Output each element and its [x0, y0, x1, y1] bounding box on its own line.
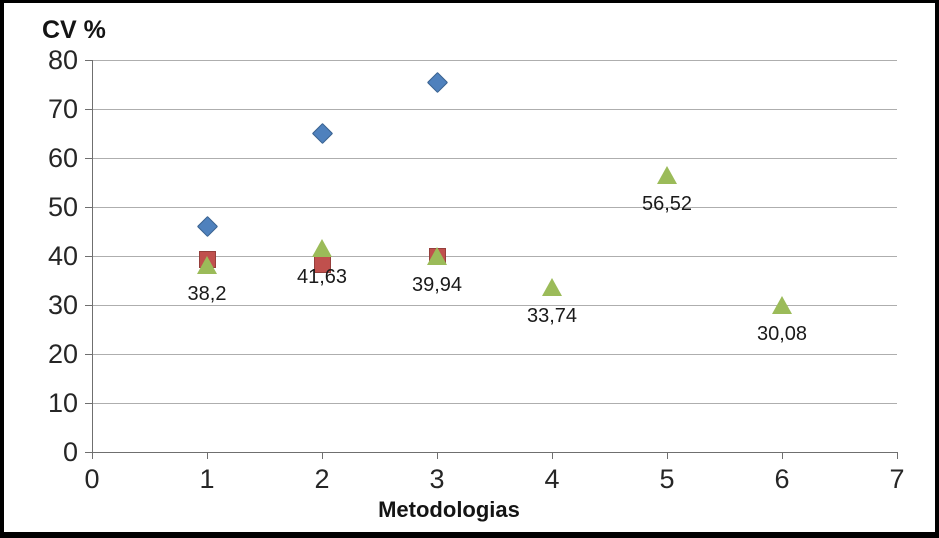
y-tick-label: 60	[47, 143, 78, 173]
x-axis-tick-mark	[321, 452, 323, 459]
x-axis-tick-mark	[206, 452, 208, 459]
data-point-triangle	[542, 277, 562, 296]
x-tick-label: 6	[774, 464, 790, 494]
x-axis-title: Metodologias	[378, 497, 520, 522]
data-point-triangle	[657, 166, 677, 185]
data-point-triangle	[312, 239, 332, 257]
y-axis-tick-mark	[85, 157, 92, 159]
gridline	[92, 255, 897, 257]
y-axis-tick-mark	[85, 255, 92, 257]
data-point-diamond	[426, 71, 448, 93]
gridline	[92, 304, 897, 306]
y-axis-line	[91, 60, 93, 459]
x-tick-label: 5	[659, 464, 675, 494]
data-point-label: 38,2	[187, 282, 227, 305]
y-tick-label: 50	[47, 192, 78, 222]
y-tick-label: 10	[47, 388, 78, 418]
x-tick-label: 4	[544, 464, 560, 494]
plot-area: CV % Metodologias 0 10 20 30 40 50 60 70 80 0 1 2 3 4…	[4, 3, 935, 532]
x-axis-tick-mark	[436, 452, 438, 459]
data-point-label: 30,08	[756, 322, 808, 345]
data-point-triangle	[197, 255, 217, 274]
data-point-label: 56,52	[641, 193, 693, 216]
data-point-triangle	[772, 295, 792, 314]
y-axis-tick-mark	[85, 353, 92, 355]
gridline	[92, 206, 897, 208]
data-point-diamond	[196, 215, 218, 238]
data-point-label: 39,94	[411, 274, 463, 297]
y-tick-label: 20	[47, 339, 78, 369]
x-axis-line	[92, 451, 897, 453]
y-axis-tick-mark	[85, 402, 92, 404]
y-axis-tick-mark	[85, 206, 92, 208]
y-axis-tick-mark	[85, 108, 92, 110]
y-tick-label: 80	[47, 45, 78, 75]
x-tick-label: 1	[199, 464, 215, 494]
y-tick-label: 0	[62, 437, 78, 467]
y-tick-label: 70	[47, 94, 78, 124]
data-point-label: 33,74	[526, 304, 578, 327]
data-point-label: 41,63	[296, 266, 348, 288]
data-point-diamond	[311, 122, 333, 145]
x-tick-label: 7	[889, 464, 905, 494]
gridline	[92, 353, 897, 355]
y-axis-tick-mark	[85, 59, 92, 61]
y-tick-label: 30	[47, 290, 78, 320]
y-axis-tick-mark	[85, 304, 92, 306]
data-point-triangle	[427, 247, 447, 266]
gridline	[92, 108, 897, 110]
x-axis-tick-mark	[551, 452, 553, 459]
x-tick-label: 2	[314, 464, 330, 494]
x-tick-label: 0	[84, 464, 100, 494]
gridline	[92, 59, 897, 61]
gridline	[92, 402, 897, 404]
x-axis-tick-mark	[896, 452, 898, 459]
x-axis-tick-mark	[666, 452, 668, 459]
x-axis-tick-mark	[781, 452, 783, 459]
y-tick-label: 40	[47, 241, 78, 271]
y-axis-tick-mark	[85, 451, 92, 453]
gridline	[92, 157, 897, 159]
x-tick-label: 3	[429, 464, 445, 494]
y-axis-title: CV %	[42, 16, 106, 44]
